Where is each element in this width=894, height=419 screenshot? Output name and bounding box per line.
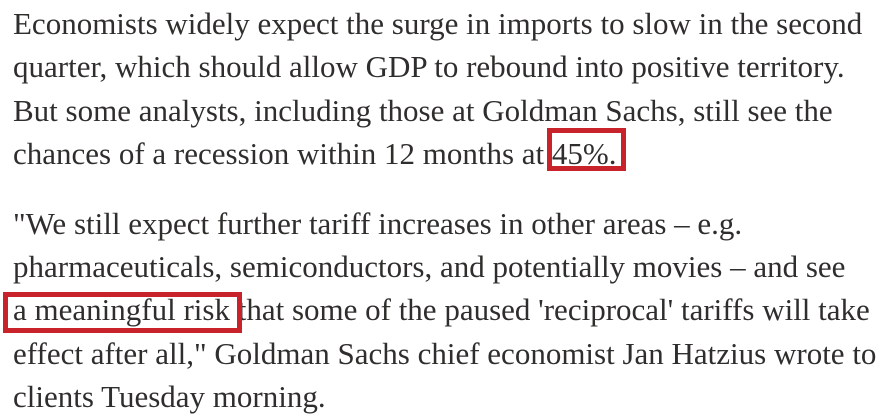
text-line: a meaningful risk that some of the pause… xyxy=(3,288,888,334)
text-segment: chances of a recession within 12 months … xyxy=(13,136,552,172)
text-line: clients Tuesday morning. xyxy=(13,375,888,418)
text-line: effect after all," Goldman Sachs chief e… xyxy=(13,332,888,375)
text-line: Economists widely expect the surge in im… xyxy=(13,2,888,45)
red-annotation-box: 45%. xyxy=(546,128,626,175)
text-segment: effect after all," Goldman Sachs chief e… xyxy=(13,335,877,371)
text-line: But some analysts, including those at Go… xyxy=(13,89,888,132)
text-segment: that some of the paused 'reciprocal' tar… xyxy=(229,292,870,328)
text-line: pharmaceuticals, semiconductors, and pot… xyxy=(13,245,888,288)
text-line: chances of a recession within 12 months … xyxy=(13,128,888,175)
paragraph: Economists widely expect the surge in im… xyxy=(13,2,888,176)
text-line: quarter, which should allow GDP to rebou… xyxy=(13,45,888,88)
text-segment: clients Tuesday morning. xyxy=(13,379,326,415)
text-line: "We still expect further tariff increase… xyxy=(13,202,888,245)
paragraph: "We still expect further tariff increase… xyxy=(3,202,888,419)
text-segment: "We still expect further tariff increase… xyxy=(13,205,743,241)
text-segment: Economists widely expect the surge in im… xyxy=(13,6,863,41)
text-segment: But some analysts, including those at Go… xyxy=(13,92,833,128)
red-annotation-box: a meaningful risk xyxy=(3,288,242,334)
text-segment: quarter, which should allow GDP to rebou… xyxy=(13,49,845,85)
text-segment: pharmaceuticals, semiconductors, and pot… xyxy=(13,249,846,285)
